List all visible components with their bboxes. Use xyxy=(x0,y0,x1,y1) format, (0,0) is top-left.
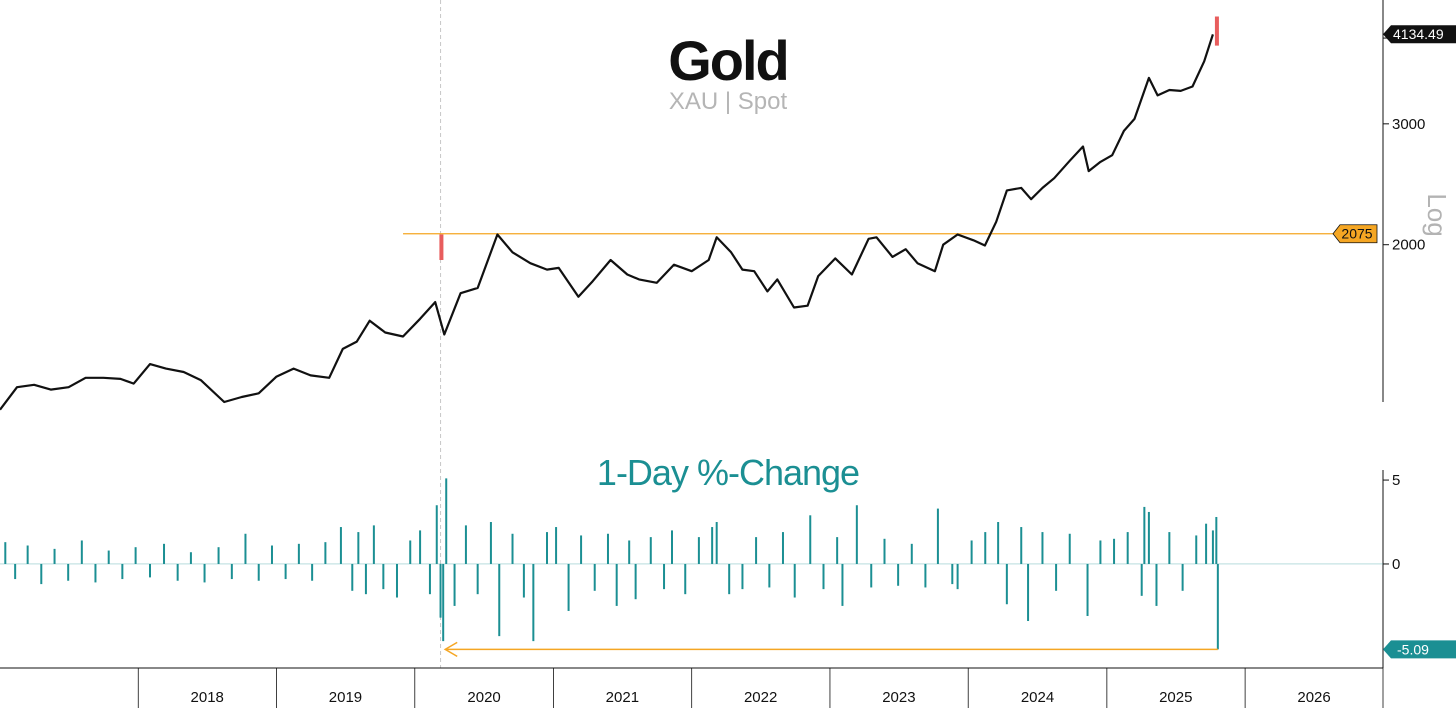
log-scale-label: Log xyxy=(1422,193,1452,236)
x-tick-label: 2018 xyxy=(191,689,224,706)
x-tick-label: 2019 xyxy=(329,689,362,706)
annotation-arrow-head xyxy=(443,641,458,658)
change-y-tick-label: 5 xyxy=(1392,472,1400,489)
x-tick-label: 2025 xyxy=(1159,689,1192,706)
price-panel: 20003000400020754134.49 xyxy=(0,0,1456,668)
x-tick-label: 2022 xyxy=(744,689,777,706)
last-change-label: -5.09 xyxy=(1397,641,1429,657)
last-price-tag xyxy=(1383,25,1456,44)
change-y-tick-label: 0 xyxy=(1392,556,1400,573)
reference-value-label: 2075 xyxy=(1341,226,1372,242)
price-highlight-mark-end xyxy=(1214,16,1219,46)
price-series-line xyxy=(0,34,1214,411)
x-tick-label: 2024 xyxy=(1021,689,1054,706)
price-highlight-mark xyxy=(439,234,444,260)
last-price-label: 4134.49 xyxy=(1393,26,1444,42)
x-tick-label: 2020 xyxy=(467,689,500,706)
x-tick-label: 2023 xyxy=(882,689,915,706)
reference-value-tag xyxy=(1332,224,1378,244)
price-y-tick-label: 3000 xyxy=(1392,116,1425,133)
x-tick-label: 2021 xyxy=(606,689,639,706)
last-change-tag xyxy=(1383,640,1456,659)
x-tick-label: 2026 xyxy=(1297,689,1330,706)
x-axis: 2018 2019 2020 2021 2022 2023 2024 2025 2026 xyxy=(0,667,1384,708)
price-y-tick-label: 2000 xyxy=(1392,237,1425,254)
change-panel: 5 0 -5.09 xyxy=(0,470,1456,668)
